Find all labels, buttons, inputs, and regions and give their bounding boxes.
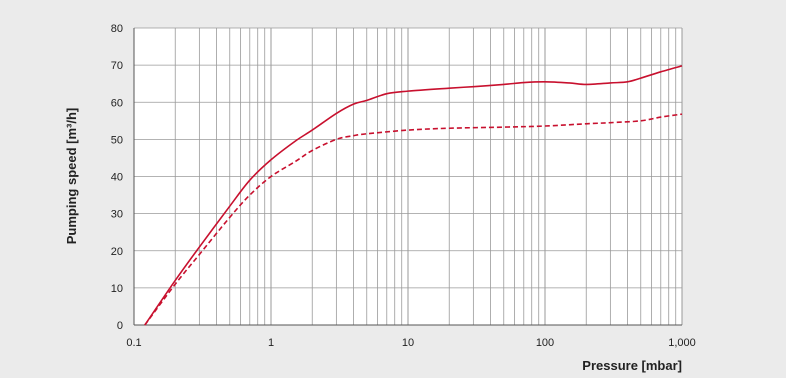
series-line-dashed: [144, 113, 683, 326]
y-tick-label: 60: [111, 97, 123, 109]
data-series: [144, 65, 683, 326]
y-tick-label: 40: [111, 172, 123, 184]
tick-labels: 0 10 20 30 40 50 60 70 80 0.1 1 10 100 1,000: [111, 23, 696, 349]
y-axis-label: Pumping speed [m³/h]: [64, 108, 79, 245]
y-tick-label: 30: [111, 209, 123, 221]
y-tick-label: 80: [111, 23, 123, 35]
y-tick-label: 50: [111, 134, 123, 146]
x-tick-label: 10: [402, 337, 414, 349]
series-line-solid: [144, 65, 683, 326]
x-axis-label: Pressure [mbar]: [582, 358, 682, 373]
x-tick-label: 1: [268, 337, 274, 349]
grid-lines: [133, 27, 683, 326]
x-tick-label: 1,000: [668, 337, 696, 349]
y-tick-label: 20: [111, 246, 123, 258]
y-tick-label: 0: [117, 320, 123, 332]
y-tick-label: 10: [111, 283, 123, 295]
y-tick-label: 70: [111, 60, 123, 72]
x-tick-label: 100: [536, 337, 554, 349]
x-tick-label: 0.1: [126, 337, 141, 349]
